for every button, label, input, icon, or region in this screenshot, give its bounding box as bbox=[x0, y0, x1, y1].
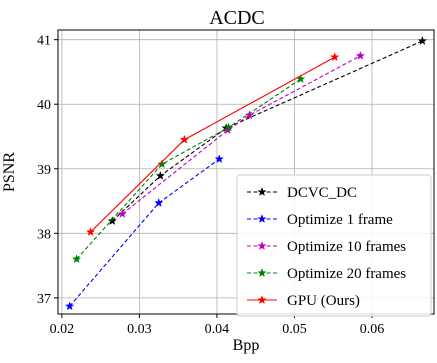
x-tick-label: 0.06 bbox=[360, 322, 385, 337]
data-point bbox=[355, 50, 366, 60]
legend-item: Optimize 10 frames bbox=[247, 239, 406, 255]
legend-item: Optimize 20 frames bbox=[247, 266, 406, 282]
data-point bbox=[157, 159, 167, 169]
data-point bbox=[64, 301, 75, 311]
series-1 bbox=[64, 154, 224, 311]
series-line bbox=[76, 78, 301, 260]
legend-label: Optimize 10 frames bbox=[287, 239, 406, 255]
data-point bbox=[154, 198, 164, 207]
y-tick-label: 41 bbox=[37, 34, 51, 49]
series-3 bbox=[71, 74, 306, 264]
data-point bbox=[417, 36, 428, 45]
x-axis-label: Bpp bbox=[233, 337, 260, 354]
legend: DCVC_DC Optimize 1 frame Optimize 10 frame… bbox=[236, 174, 432, 317]
data-point bbox=[244, 110, 255, 120]
legend-label: DCVC_DC bbox=[287, 185, 357, 201]
y-tick-label: 39 bbox=[37, 163, 51, 178]
data-point bbox=[107, 216, 117, 226]
legend-label: GPU (Ours) bbox=[287, 293, 360, 309]
legend-marker bbox=[257, 214, 267, 224]
y-tick-label: 38 bbox=[37, 227, 51, 242]
data-point bbox=[223, 122, 234, 132]
legend-item: Optimize 1 frame bbox=[247, 212, 393, 228]
series-4 bbox=[85, 52, 340, 237]
y-tick-label: 37 bbox=[37, 292, 51, 307]
legend-marker bbox=[257, 241, 267, 251]
series-layer bbox=[64, 36, 428, 311]
data-point bbox=[214, 154, 224, 164]
y-axis-label: PSNR bbox=[1, 152, 18, 192]
y-tick-label: 40 bbox=[37, 98, 51, 113]
legend-marker bbox=[257, 295, 267, 305]
data-point bbox=[330, 52, 340, 62]
data-point bbox=[155, 170, 166, 180]
legend-label: Optimize 20 frames bbox=[287, 266, 406, 282]
data-point bbox=[117, 208, 128, 218]
data-point bbox=[71, 254, 82, 264]
x-tick-label: 0.04 bbox=[205, 322, 230, 337]
legend-marker bbox=[257, 187, 267, 197]
legend-box bbox=[236, 174, 432, 317]
legend-item: DCVC_DC bbox=[247, 185, 357, 201]
ticks: 0.02 0.03 0.04 0.05 0.06 37 38 39 40 41 bbox=[37, 34, 384, 337]
series-2 bbox=[117, 50, 366, 218]
series-line bbox=[111, 40, 423, 222]
chart-title: ACDC bbox=[209, 7, 265, 29]
x-tick-label: 0.05 bbox=[282, 322, 307, 337]
series-line bbox=[122, 55, 361, 215]
legend-label: Optimize 1 frame bbox=[287, 212, 393, 228]
x-tick-label: 0.03 bbox=[127, 322, 152, 337]
legend-item: GPU (Ours) bbox=[247, 293, 360, 309]
data-point bbox=[85, 227, 96, 237]
x-tick-label: 0.02 bbox=[50, 322, 75, 337]
legend-marker bbox=[257, 268, 267, 278]
data-point bbox=[179, 134, 190, 144]
